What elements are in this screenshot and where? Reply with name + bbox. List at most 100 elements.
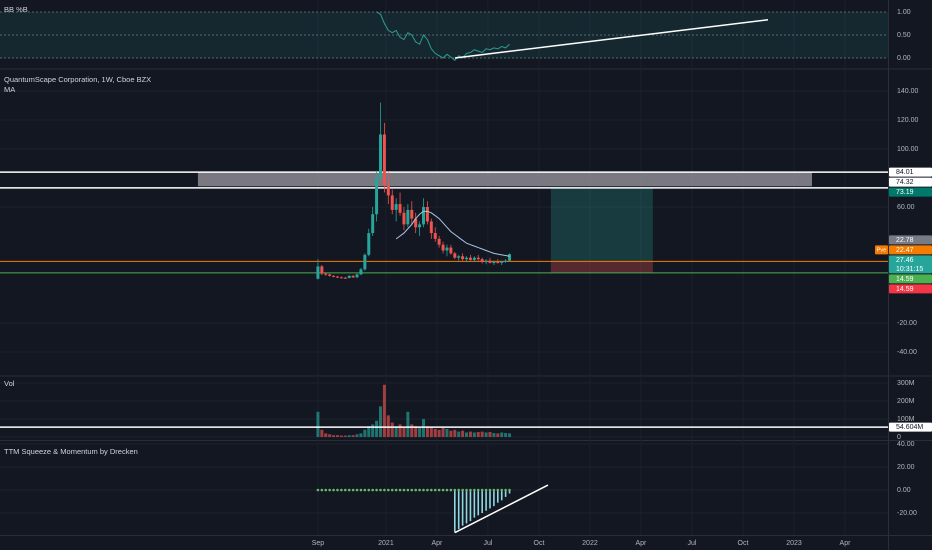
y-tick-label: 100.00 [897, 146, 919, 153]
candle-body [410, 209, 414, 219]
squeeze-dot [480, 488, 484, 492]
x-tick-label: Jul [687, 540, 696, 547]
volume-bar [414, 426, 418, 437]
y-tick-label: 60.00 [897, 204, 915, 211]
price-label: 22.47 [896, 247, 914, 254]
x-tick-label: Sep [312, 540, 325, 547]
candle-body [382, 134, 386, 186]
volume-bar [386, 415, 390, 437]
price-label-box [889, 245, 932, 255]
candle-body [422, 206, 426, 225]
legend-entry: MA [4, 85, 15, 94]
candle-body [433, 233, 437, 239]
y-tick-label: -40.00 [897, 349, 917, 356]
volume-bar [371, 424, 375, 437]
y-tick-label: 1.00 [897, 9, 911, 16]
candle-body [367, 233, 371, 255]
x-tick-label: 2021 [378, 540, 394, 547]
candle-body [445, 247, 449, 251]
volume-bar [441, 427, 445, 437]
squeeze-dot [414, 488, 417, 492]
volume-bar [461, 430, 465, 437]
candle-body [351, 275, 355, 278]
squeeze-dot [387, 488, 390, 492]
squeeze-dot [473, 488, 476, 492]
squeeze-dot [476, 488, 480, 492]
squeeze-dot [461, 488, 464, 492]
volume-bar [437, 429, 441, 437]
price-label-box [889, 167, 932, 177]
volume-bar [406, 411, 410, 437]
candle-body [429, 221, 433, 234]
candle-body [347, 275, 351, 279]
volume-bar [508, 433, 512, 437]
volume-bar [402, 427, 406, 437]
volume-bar [488, 431, 492, 437]
candle-body [320, 266, 324, 274]
candle-body [328, 274, 332, 276]
candle-body [449, 247, 453, 254]
x-tick-label: Apr [636, 540, 648, 547]
y-tick-label: 300M [897, 380, 915, 387]
candle-body [472, 257, 476, 260]
volume-bar [425, 426, 429, 437]
candle-body [371, 214, 375, 234]
squeeze-dot [316, 488, 320, 492]
squeeze-dot [406, 488, 410, 492]
y-tick-label: -20.00 [897, 510, 917, 517]
volume-bar [390, 422, 394, 437]
x-tick-label: Apr [431, 540, 443, 547]
candle-body [394, 204, 398, 210]
volume-bar [422, 418, 426, 437]
y-tick-label: 0.00 [897, 55, 911, 62]
volume-bar [332, 435, 336, 437]
volume-bar [465, 432, 469, 437]
price-label-box [889, 187, 932, 197]
squeeze-dot [328, 488, 331, 492]
band [0, 11, 888, 59]
volume-bar [504, 433, 508, 437]
price-label: 73.19 [896, 189, 914, 196]
volume-bar [335, 435, 339, 437]
candle-body [398, 204, 402, 213]
y-tick-label: 40.00 [897, 441, 915, 448]
y-tick-label: 200M [897, 398, 915, 405]
y-tick-label: 120.00 [897, 117, 919, 124]
volume-bar [457, 431, 461, 437]
squeeze-dot [359, 488, 363, 492]
loss-zone [550, 261, 653, 273]
moving-average [395, 210, 510, 257]
volume-bar [418, 427, 422, 437]
price-label: 14.59 [896, 286, 914, 293]
candle-body [335, 276, 339, 278]
volume-bar [449, 430, 453, 437]
price-label-box [889, 274, 932, 284]
squeeze-dot [394, 488, 398, 492]
squeeze-dot [465, 488, 468, 492]
price-label-box [889, 255, 932, 274]
trend-line [454, 484, 549, 534]
volume-bar [328, 434, 332, 437]
squeeze-dot [379, 488, 382, 492]
candle-body [406, 209, 410, 225]
x-tick-label: Jul [483, 540, 492, 547]
volume-bar [398, 424, 402, 437]
pane-title: QuantumScape Corporation, 1W, Cboe BZX [4, 75, 151, 84]
x-tick-label: 2022 [582, 540, 598, 547]
price-tag: Pve [877, 248, 886, 254]
volume-bar [359, 433, 363, 437]
volume-bar [382, 384, 386, 437]
squeeze-dot [426, 488, 429, 492]
squeeze-dot [418, 488, 421, 492]
candle-body [465, 257, 469, 260]
squeeze-dot [371, 488, 374, 492]
candle-body [496, 262, 500, 264]
candle-body [332, 275, 336, 277]
volume-bar [363, 429, 367, 437]
volume-bar [316, 411, 320, 437]
candle-body [418, 224, 422, 228]
squeeze-dot [422, 488, 425, 492]
y-tick-label: -20.00 [897, 320, 917, 327]
